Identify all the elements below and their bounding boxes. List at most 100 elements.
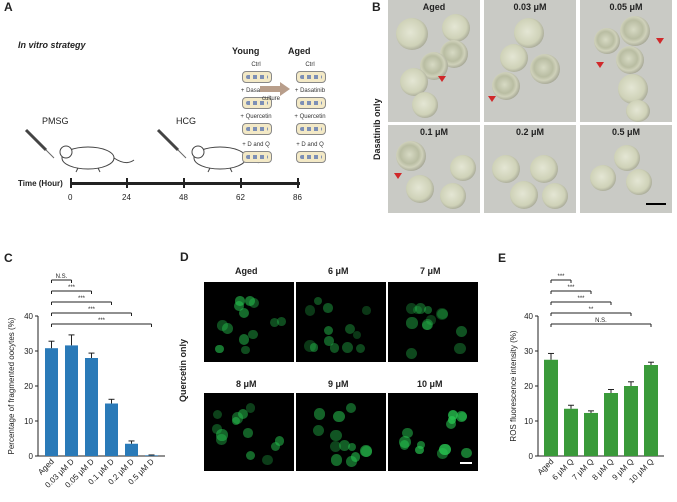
oocyte [396, 18, 428, 50]
fluorescent-oocyte [241, 345, 250, 354]
fluorescent-oocyte [346, 455, 357, 467]
fluorescent-oocyte [245, 451, 255, 461]
fluor-aged: Aged [204, 282, 294, 362]
fluorescent-oocyte [416, 441, 425, 450]
oocyte [590, 165, 616, 191]
bar [65, 345, 78, 456]
fluorescent-oocyte [421, 320, 432, 331]
oocyte [440, 183, 466, 209]
time-tick-label: 0 [68, 193, 73, 202]
significance-label: *** [68, 285, 76, 291]
fluorescent-oocyte [232, 417, 241, 426]
significance-label: *** [567, 285, 575, 291]
oocyte [500, 44, 528, 72]
oocyte [492, 155, 520, 183]
fragment-arrow-icon [488, 96, 496, 102]
fluorescent-oocyte [212, 409, 222, 419]
fluorescent-oocyte [437, 448, 448, 459]
fluorescent-oocyte [216, 434, 227, 446]
timeline-tick [126, 178, 128, 188]
fluorescent-oocyte [277, 316, 286, 326]
significance-label: ** [589, 307, 594, 313]
aged-treatment-quercetin: + Quercetin [294, 114, 326, 120]
fluor-title-7: 7 μM [420, 266, 441, 276]
mouse-pmsg-illustration [24, 128, 135, 173]
pmsg-label: PMSG [42, 116, 69, 126]
fluorescent-oocyte [246, 403, 256, 413]
fluorescent-oocyte [350, 452, 360, 462]
y-tick-label: 10 [524, 417, 533, 426]
fluorescent-oocyte [406, 303, 418, 315]
fragment-arrow-icon [596, 62, 604, 68]
fluorescent-oocyte [437, 308, 448, 320]
fluorescent-oocyte [217, 319, 228, 331]
bar [45, 348, 58, 456]
fluorescent-oocyte [346, 403, 356, 414]
y-tick-label: 30 [24, 347, 33, 356]
fluorescent-oocyte [360, 445, 373, 458]
fluorescent-oocyte [333, 410, 345, 423]
fluorescent-oocyte [222, 323, 234, 335]
fluorescent-oocyte [399, 436, 411, 449]
bar [85, 358, 98, 456]
fluorescent-oocyte [330, 429, 342, 442]
y-tick-label: 20 [24, 382, 33, 391]
fluorescent-oocyte [423, 306, 433, 315]
fluorescent-oocyte [243, 428, 253, 438]
culture-arrow-icon [260, 82, 290, 96]
oocyte [618, 74, 648, 104]
time-tick-label: 24 [122, 193, 131, 202]
fluorescent-oocyte [313, 408, 326, 420]
micrograph-0-1: 0.1 μM [388, 125, 480, 213]
time-tick-label: 62 [236, 193, 245, 202]
oocyte [626, 100, 650, 122]
oocyte-fragmented [620, 16, 650, 46]
fluorescent-oocyte [447, 415, 457, 425]
micrograph-title: Aged [422, 2, 446, 12]
significance-label: *** [577, 296, 585, 302]
aged-dish-column: Ctrl + Dasatinib + Quercetin + D and Q [280, 62, 340, 172]
micrograph-title: 0.1 μM [419, 127, 448, 137]
fluorescent-oocyte [330, 440, 342, 452]
fluorescent-oocyte [235, 296, 245, 306]
dish-icon [242, 97, 272, 109]
panel-d-label: D [180, 250, 189, 264]
fluorescent-oocyte [262, 454, 273, 466]
bar [544, 359, 558, 456]
fluorescent-oocyte [415, 445, 424, 455]
y-tick-label: 20 [524, 382, 533, 391]
significance-label: *** [88, 307, 96, 313]
strategy-title: In vitro strategy [18, 40, 86, 50]
oocyte [542, 183, 568, 209]
fluorescent-oocyte [239, 307, 250, 319]
fluorescent-oocyte [401, 427, 413, 439]
timeline-tick [70, 178, 72, 188]
aged-treatment-dq: + D and Q [296, 142, 324, 148]
fluorescent-oocyte [215, 344, 224, 354]
fluorescent-oocyte [405, 347, 418, 360]
panel-label: C [4, 251, 13, 265]
y-tick-label: 0 [529, 452, 534, 461]
oocyte-fragmented [492, 72, 520, 100]
panel-a-label: A [4, 0, 13, 14]
bar [564, 408, 578, 456]
time-tick-label: 86 [293, 193, 302, 202]
fluorescent-oocyte [271, 441, 281, 451]
young-treatment-quercetin: + Quercetin [240, 114, 272, 120]
y-tick-label: 40 [524, 312, 533, 321]
fluorescent-oocyte [348, 443, 357, 452]
y-tick-label: 10 [24, 417, 33, 426]
fluorescent-oocyte [238, 408, 249, 420]
fluor-title-9: 9 μM [328, 379, 349, 389]
oocyte-fragmented [594, 28, 620, 54]
fluor-8 [204, 393, 294, 471]
fluorescent-oocyte [312, 425, 324, 437]
fluorescent-oocyte [323, 325, 333, 336]
fluorescent-oocyte [454, 343, 466, 355]
fluor-9 [296, 393, 386, 471]
oocyte [626, 169, 652, 195]
micrograph-0-05: 0.05 μM [580, 0, 672, 122]
oocyte-fragmented [530, 54, 560, 84]
fluor-6 [296, 282, 386, 362]
fluor-title-10: 10 μM [417, 379, 443, 389]
